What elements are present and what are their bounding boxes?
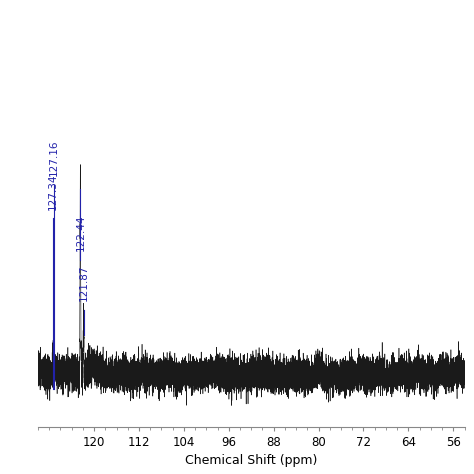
Text: 121.87: 121.87 [79, 265, 89, 301]
Text: 127.34: 127.34 [48, 173, 58, 210]
Text: 127.16: 127.16 [49, 140, 59, 176]
Text: 122.44: 122.44 [75, 215, 85, 251]
X-axis label: Chemical Shift (ppm): Chemical Shift (ppm) [185, 454, 318, 467]
